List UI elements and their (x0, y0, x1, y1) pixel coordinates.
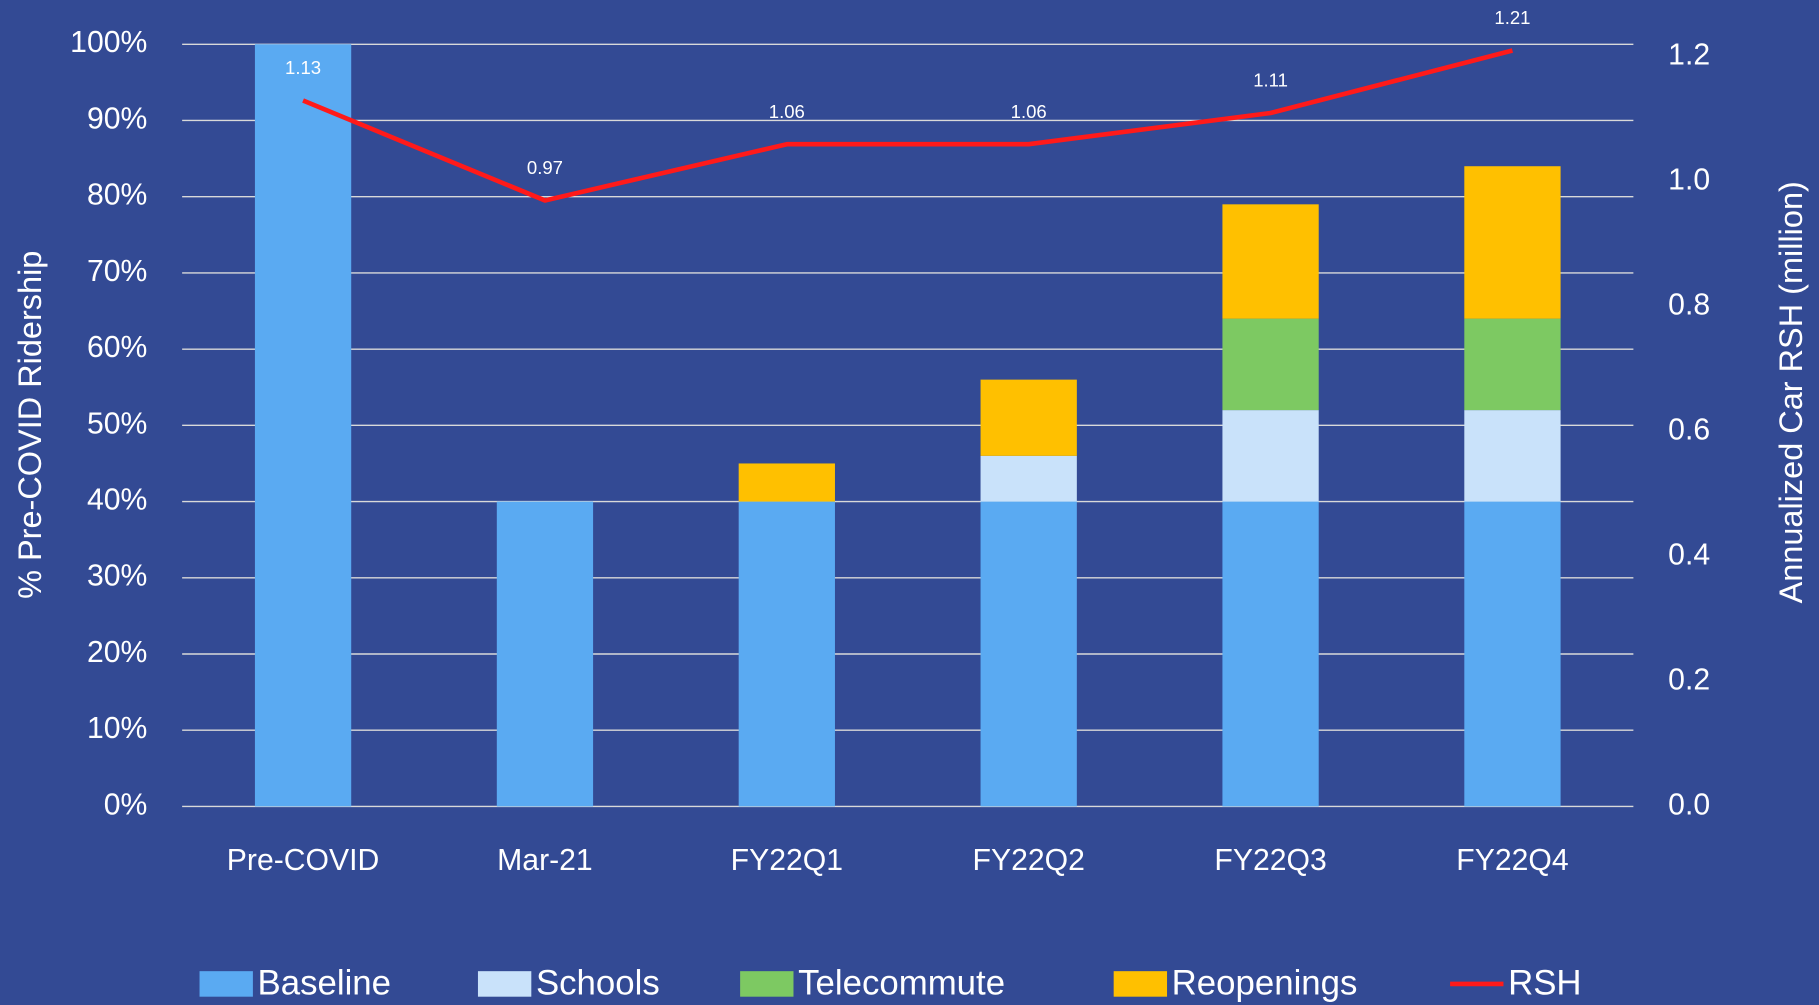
y2-tick-label: 0.0 (1668, 788, 1710, 821)
bar-segment (1464, 166, 1561, 319)
y-tick-label: 80% (87, 179, 147, 212)
y2-axis-title: Annualized Car RSH (million) (1773, 181, 1809, 603)
legend-label: Schools (536, 963, 660, 1002)
bar-segment (980, 501, 1077, 807)
bar-segment (1464, 318, 1561, 411)
y-axis-title: % Pre-COVID Ridership (12, 251, 48, 599)
y-tick-label: 30% (87, 560, 147, 593)
bar-segment (980, 455, 1077, 502)
data-label: 1.06 (1011, 101, 1047, 122)
bar-segment (1222, 410, 1319, 502)
legend-label: Baseline (258, 963, 391, 1002)
bar-segment (1222, 501, 1319, 807)
data-label: 1.21 (1494, 7, 1530, 28)
x-tick-label: FY22Q4 (1456, 844, 1568, 877)
data-label: 1.11 (1253, 70, 1288, 91)
data-label: 1.06 (769, 101, 805, 122)
y-tick-label: 70% (87, 255, 147, 288)
y-tick-label: 20% (87, 636, 147, 669)
line-series (302, 48, 1514, 203)
bar-segment (738, 501, 835, 807)
y-tick-label: 0% (104, 788, 148, 821)
bar-segment (1464, 410, 1561, 502)
x-tick-label: FY22Q2 (973, 844, 1085, 877)
legend-swatch (199, 971, 253, 997)
bar-segment (980, 379, 1077, 456)
y-tick-label: 50% (87, 407, 147, 440)
x-tick-label: FY22Q1 (731, 844, 843, 877)
bar-segment (1222, 204, 1319, 319)
y-tick-label: 60% (87, 331, 147, 364)
y2-tick-label: 0.2 (1668, 663, 1710, 696)
bar-segment (1222, 318, 1319, 411)
data-label: 1.13 (285, 57, 321, 78)
x-tick-label: Mar-21 (497, 844, 593, 877)
y-tick-label: 10% (87, 712, 147, 745)
y-tick-label: 100% (70, 26, 147, 59)
bar-segment (496, 501, 594, 807)
legend-label: Telecommute (798, 963, 1005, 1002)
y2-tick-label: 1.2 (1668, 39, 1710, 72)
y-tick-label: 90% (87, 102, 147, 135)
y-tick-label: 40% (87, 484, 147, 517)
bar-segment (738, 463, 835, 502)
x-tick-label: Pre-COVID (227, 844, 379, 877)
y2-tick-label: 1.0 (1668, 164, 1710, 197)
bar-segment (254, 44, 352, 807)
y2-tick-label: 0.6 (1668, 414, 1710, 447)
legend-label: Reopenings (1172, 963, 1358, 1002)
legend-swatch (1113, 971, 1168, 997)
data-label: 0.97 (527, 157, 563, 178)
legend-label: RSH (1508, 963, 1581, 1002)
y2-tick-label: 0.4 (1668, 539, 1710, 572)
legend-swatch (477, 971, 532, 997)
bar-segment (1464, 501, 1561, 807)
legend-swatch (740, 971, 794, 997)
x-tick-label: FY22Q3 (1214, 844, 1326, 877)
y2-tick-label: 0.8 (1668, 289, 1710, 322)
